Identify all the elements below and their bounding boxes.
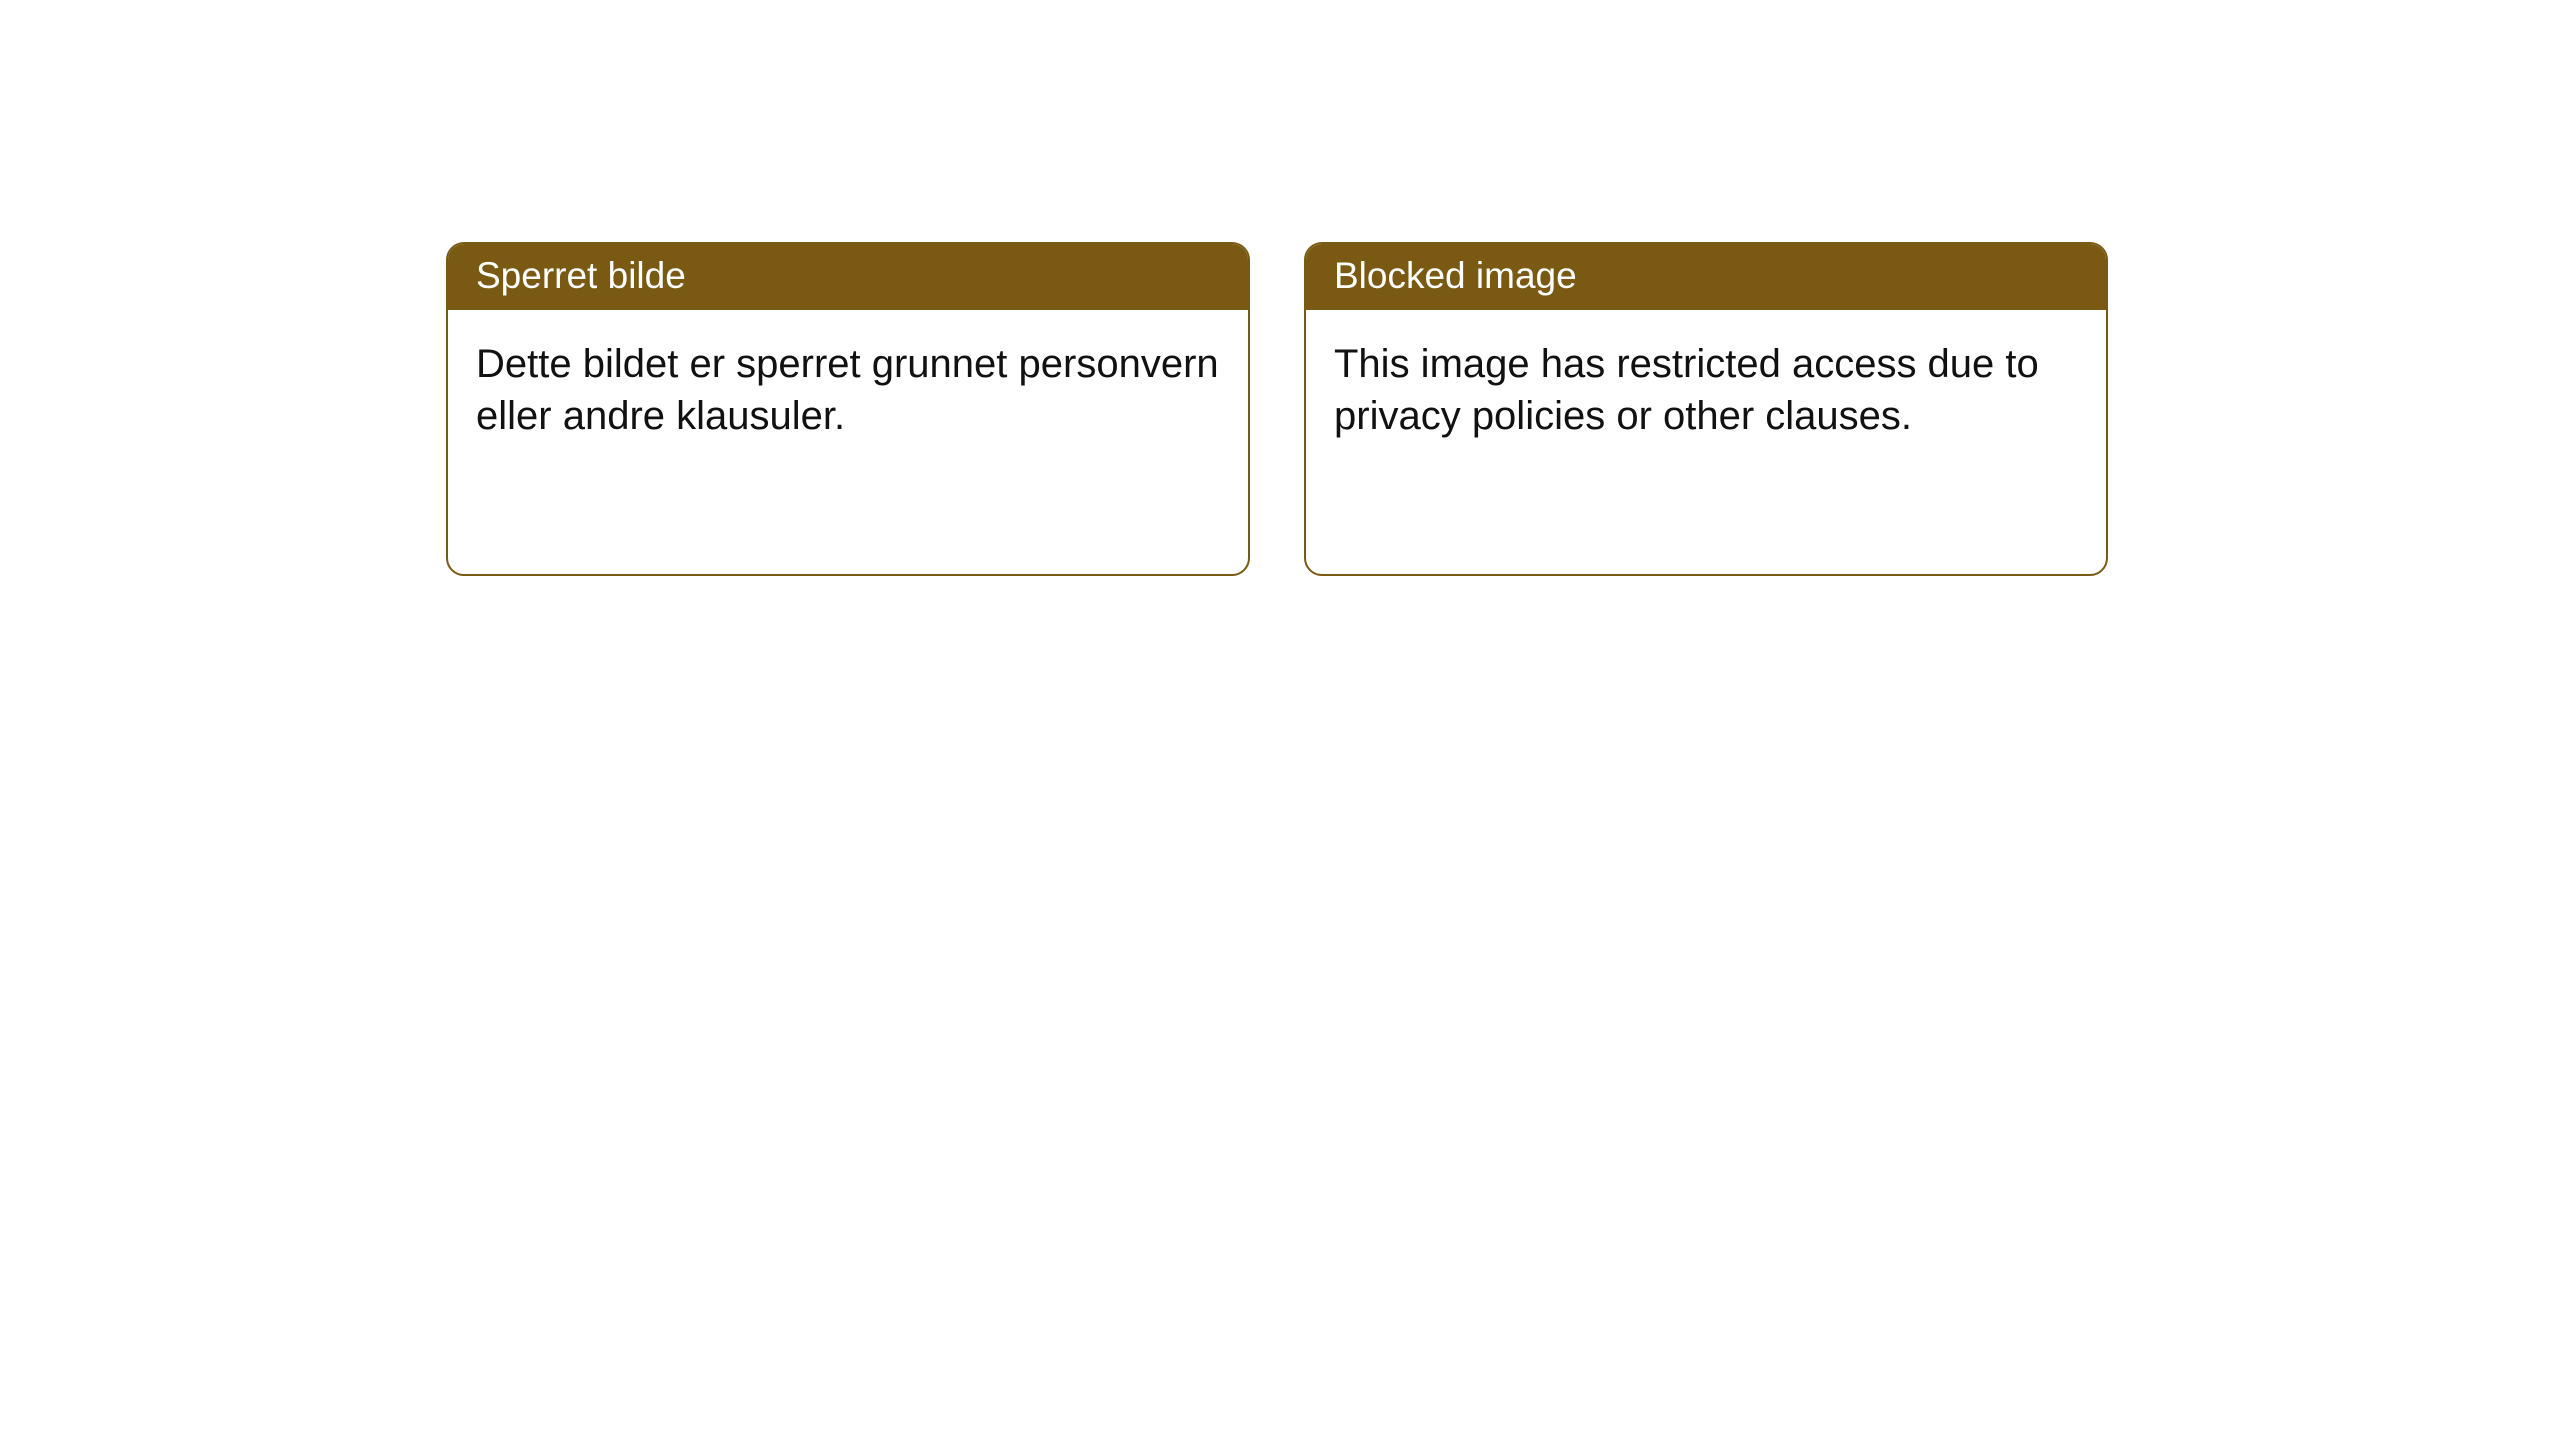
card-header: Blocked image (1306, 244, 2106, 310)
card-body: This image has restricted access due to … (1306, 310, 2106, 470)
card-title: Sperret bilde (476, 255, 686, 296)
card-header: Sperret bilde (448, 244, 1248, 310)
notice-container: Sperret bilde Dette bildet er sperret gr… (0, 0, 2560, 576)
card-title: Blocked image (1334, 255, 1577, 296)
card-body: Dette bildet er sperret grunnet personve… (448, 310, 1248, 470)
notice-card-english: Blocked image This image has restricted … (1304, 242, 2108, 576)
card-message: This image has restricted access due to … (1334, 342, 2039, 438)
card-message: Dette bildet er sperret grunnet personve… (476, 342, 1219, 438)
notice-card-norwegian: Sperret bilde Dette bildet er sperret gr… (446, 242, 1250, 576)
